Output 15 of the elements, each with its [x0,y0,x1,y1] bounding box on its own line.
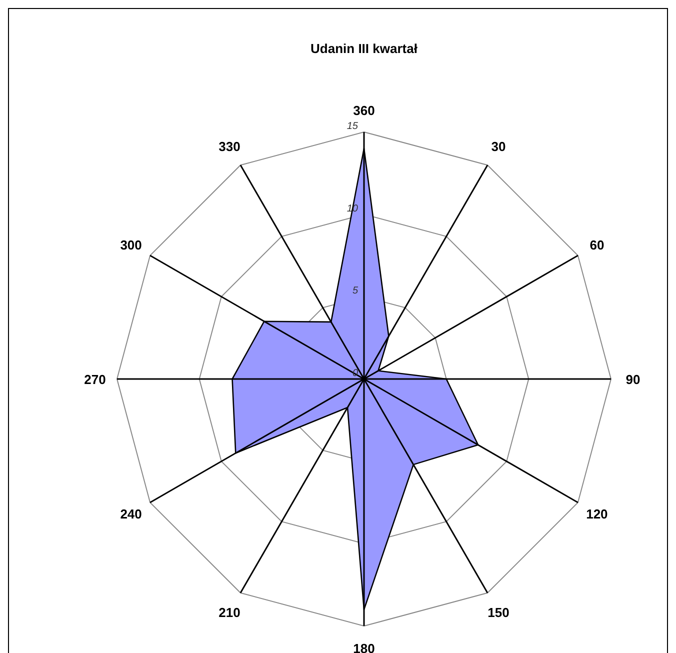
spoke-label: 90 [626,372,640,387]
spoke-label: 210 [218,604,240,620]
spoke-label: 330 [218,139,240,154]
spoke-label: 300 [120,238,142,252]
spoke-label: 270 [84,372,106,387]
chart-title: Udanin III kwartał [310,41,418,56]
y-tick-label: 5 [352,286,358,297]
y-tick-label: 15 [346,121,358,132]
spoke-label: 180 [353,641,375,653]
spoke-label: 240 [120,506,142,522]
spoke-label: 120 [586,506,608,522]
spoke-label: 60 [590,238,604,252]
spoke-label: 150 [488,604,510,620]
spoke-label: 360 [353,103,375,118]
spoke-label: 30 [491,139,506,154]
